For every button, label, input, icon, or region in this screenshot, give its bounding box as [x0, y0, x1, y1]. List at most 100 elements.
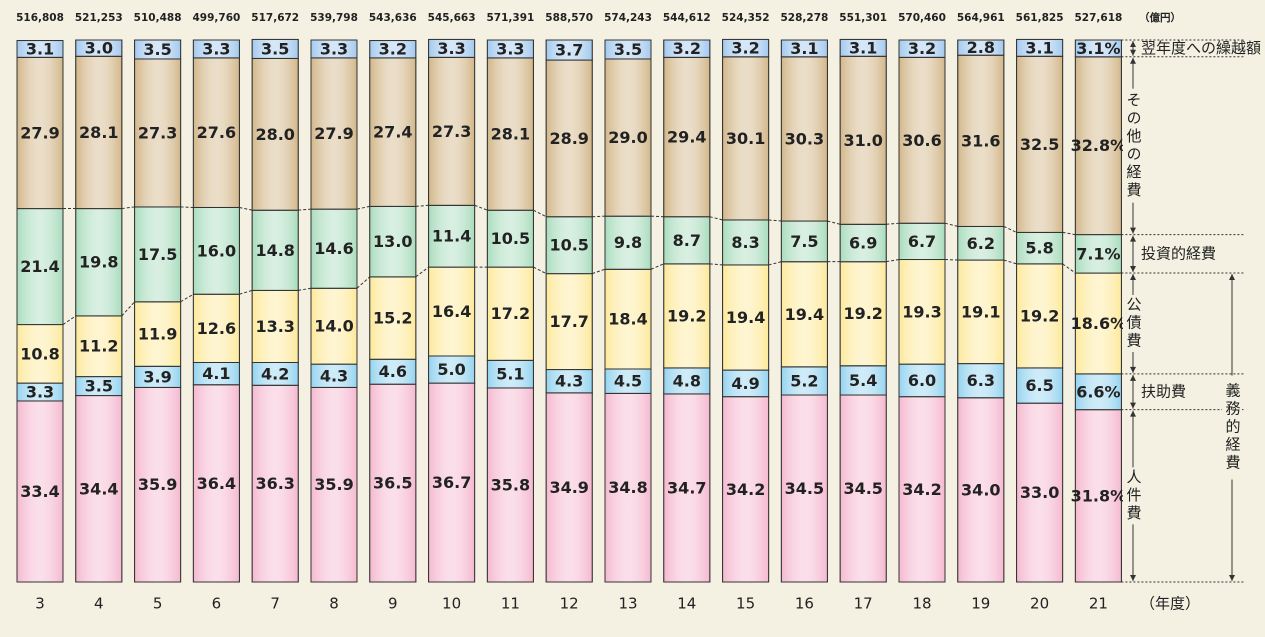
bar-shade: [75, 208, 123, 317]
bar-shade: [486, 209, 534, 268]
arrow-head: [1130, 402, 1136, 409]
segment-label: 6.0: [908, 371, 936, 390]
x-tick-label: 14: [677, 595, 696, 613]
connector: [1003, 259, 1017, 265]
x-tick-label: 19: [971, 595, 990, 613]
total-label: 510,488: [134, 12, 182, 24]
bar-shade: [369, 358, 417, 385]
segment-label: 19.3: [902, 302, 941, 321]
segment-label: 5.0: [437, 360, 465, 379]
segment-label: 3.5: [614, 40, 642, 59]
segment-label: 30.3: [785, 129, 824, 148]
bar-shade: [1074, 272, 1122, 375]
segment-label: 34.0: [961, 480, 1000, 499]
bar-shade: [839, 394, 887, 583]
connector: [886, 222, 900, 225]
bar-shade: [604, 368, 652, 394]
group-label: 義務的経費: [1224, 383, 1242, 473]
segment-label: 28.1: [79, 123, 118, 142]
series-label: 扶助費: [1141, 382, 1186, 400]
segment-label: 3.1: [790, 39, 818, 58]
bar-shade: [545, 392, 593, 583]
connector: [356, 205, 370, 210]
x-tick-label: 11: [501, 595, 520, 613]
segment-label: 6.7: [908, 232, 936, 251]
x-tick-label: 13: [618, 595, 637, 613]
bar-shade: [192, 206, 240, 295]
connector: [298, 208, 312, 211]
x-tick-label: 6: [212, 595, 222, 613]
connector: [121, 301, 135, 317]
segment-label: 19.4: [785, 305, 824, 324]
segment-label: 17.7: [549, 312, 588, 331]
total-label: 570,460: [898, 12, 946, 24]
bar-shade: [898, 363, 946, 398]
connector: [709, 263, 723, 266]
segment-label: 17.2: [491, 304, 530, 323]
bar-shade: [1016, 55, 1064, 233]
segment-label: 4.8: [673, 371, 701, 390]
segment-label: 3.3: [202, 39, 230, 58]
bar-shade: [486, 39, 534, 59]
segment-label: 35.9: [138, 475, 177, 494]
bar-shade: [957, 39, 1005, 56]
segment-label: 36.4: [197, 474, 236, 493]
segment-label: 35.9: [314, 475, 353, 494]
connector: [239, 289, 253, 295]
connector: [474, 204, 488, 211]
segment-label: 32.8%: [1071, 136, 1127, 155]
segment-label: 19.8: [79, 253, 118, 272]
x-tick-label: 10: [442, 595, 461, 613]
arrow-head: [1130, 374, 1136, 381]
bar-shade: [957, 54, 1005, 227]
total-label: 524,352: [722, 12, 770, 24]
connector: [768, 261, 782, 266]
arrow-head: [1130, 274, 1136, 281]
x-tick-label: 4: [94, 595, 104, 613]
segment-label: 2.8: [967, 38, 995, 57]
label-bg: [1123, 88, 1143, 203]
total-label: 571,391: [486, 12, 534, 24]
connector: [180, 293, 194, 303]
bar-shade: [780, 366, 828, 396]
bar-shade: [663, 263, 711, 369]
segment-label: 19.2: [1020, 306, 1059, 325]
segment-label: 21.4: [20, 257, 59, 276]
bar-shade: [1016, 402, 1064, 583]
bar-shade: [16, 40, 64, 58]
bar-shade: [898, 56, 946, 224]
segment-label: 19.2: [843, 304, 882, 323]
segment-label: 3.7: [555, 41, 583, 60]
segment-label: 17.5: [138, 245, 177, 264]
bar-shade: [780, 394, 828, 583]
connector: [827, 220, 841, 225]
segment-label: 10.5: [549, 236, 588, 255]
segment-label: 12.6: [197, 319, 236, 338]
segment-label: 5.4: [849, 371, 877, 390]
segment-label: 10.8: [20, 344, 59, 363]
total-label: 499,760: [192, 12, 240, 24]
bar-shade: [722, 396, 770, 583]
segment-label: 7.1%: [1076, 244, 1120, 263]
bar-shade: [251, 57, 299, 211]
bar-shade: [75, 55, 123, 210]
bar-shade: [428, 355, 476, 384]
total-label: 516,808: [16, 12, 64, 24]
segment-label: 13.0: [373, 232, 412, 251]
segment-label: 34.7: [667, 478, 706, 497]
arrow-head: [1130, 366, 1136, 373]
segment-label: 3.9: [143, 367, 171, 386]
bar-shade: [310, 39, 358, 59]
segment-label: 30.6: [902, 131, 941, 150]
bar-shade: [604, 392, 652, 583]
segment-label: 11.4: [432, 227, 471, 246]
connector: [592, 215, 606, 218]
connector: [592, 268, 606, 275]
x-tick-label: 17: [854, 595, 873, 613]
bar-shade: [134, 386, 182, 583]
bar-shade: [957, 363, 1005, 399]
bar-shade: [134, 206, 182, 303]
series-label: 投資的経費: [1141, 244, 1216, 262]
segment-label: 3.2: [731, 39, 759, 58]
segment-label: 11.9: [138, 325, 177, 344]
